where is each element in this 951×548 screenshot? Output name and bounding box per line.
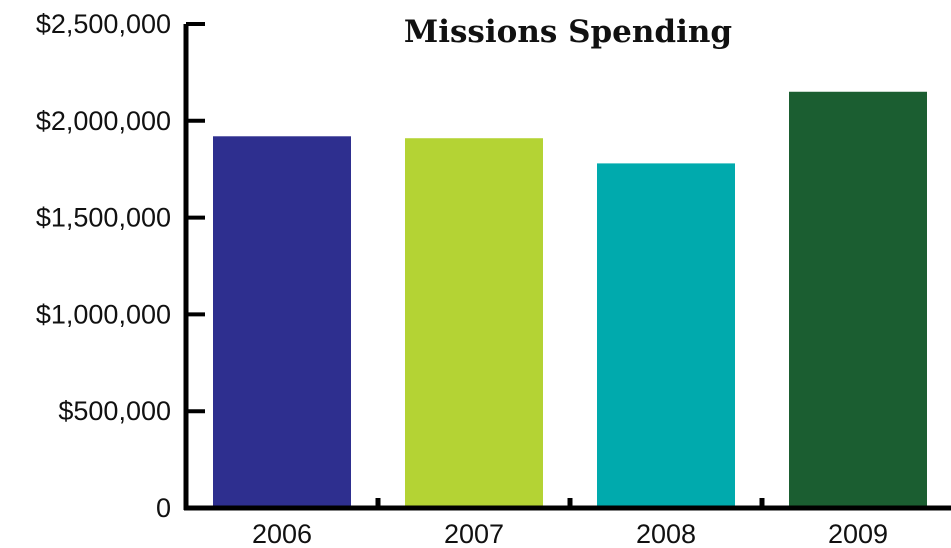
y-tick-label: $2,500,000 — [36, 9, 171, 39]
x-tick-label: 2009 — [828, 519, 888, 548]
x-ticks-group: 2006 2007 2008 2009 — [252, 498, 888, 548]
x-tick-label: 2007 — [444, 519, 504, 548]
bars-group — [213, 91, 927, 508]
y-tick-label: 0 — [156, 493, 171, 523]
bar-2006 — [213, 136, 351, 508]
y-tick-label: $1,000,000 — [36, 299, 171, 329]
x-tick-label: 2006 — [252, 519, 312, 548]
bar-2007 — [405, 138, 543, 508]
y-tick-label: $1,500,000 — [36, 203, 171, 233]
bar-2009 — [789, 91, 927, 508]
y-tick-label: $2,000,000 — [36, 106, 171, 136]
y-tick-label: $500,000 — [58, 396, 171, 426]
y-ticks-group: 0 $500,000 $1,000,000 $1,500,000 $2,000,000 $… — [36, 9, 205, 523]
chart-title: Missions Spending — [404, 14, 732, 50]
bar-2008 — [597, 163, 735, 508]
x-tick-label: 2008 — [636, 519, 696, 548]
